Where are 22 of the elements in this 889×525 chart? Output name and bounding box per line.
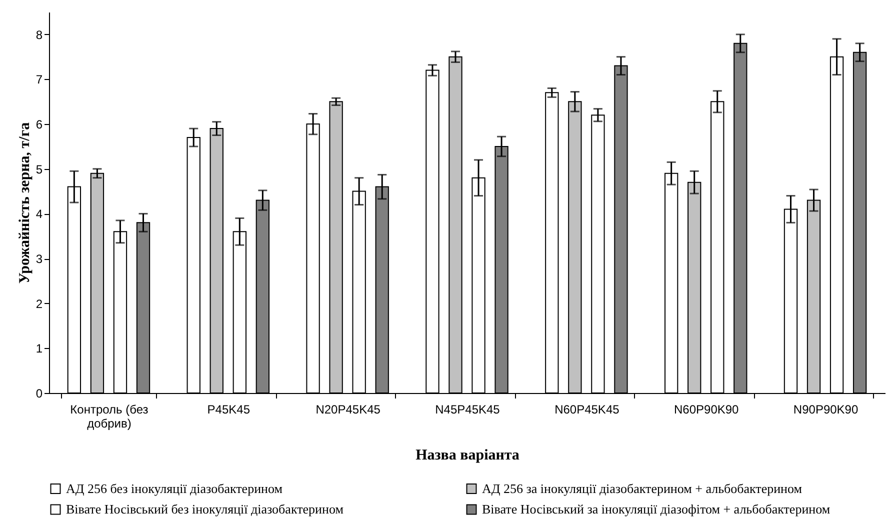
- x-tick-label: N20P45K45: [316, 402, 381, 416]
- y-tick-label: 5: [36, 162, 43, 176]
- y-axis-title: Урожайність зерна, т/га: [16, 122, 33, 284]
- legend-label: Вівате Носівський без інокуляції діазобактерином: [66, 502, 344, 516]
- y-tick-label: 8: [36, 28, 43, 42]
- y-tick-label: 1: [36, 342, 43, 356]
- y-tick-label: 2: [36, 296, 43, 311]
- x-tick-label: Контроль (без добрив): [70, 402, 149, 430]
- x-tick-label: N45P45K45: [435, 402, 500, 416]
- y-tick-label: 3: [36, 252, 43, 266]
- y-tick-label: 0: [36, 386, 43, 400]
- x-tick-label: N60P45K45: [554, 402, 620, 416]
- legend-label: АД 256 без інокуляції діазобактерином: [66, 480, 282, 496]
- x-tick-label: P45K45: [207, 402, 250, 416]
- x-tick-label: N60P90K90: [674, 402, 740, 416]
- y-tick-label: 7: [36, 72, 43, 87]
- legend-label: Вівате Носівський за інокуляції діазофітом + альбобактерином: [482, 502, 830, 516]
- x-axis-title: Назва варіанта: [416, 448, 520, 464]
- y-tick-label: 4: [36, 207, 43, 222]
- x-tick-label: N90P90K90: [793, 402, 858, 416]
- y-tick-label: 6: [36, 118, 43, 132]
- legend-label: АД 256 за інокуляції діазобактерином + альбобактерином: [482, 480, 802, 496]
